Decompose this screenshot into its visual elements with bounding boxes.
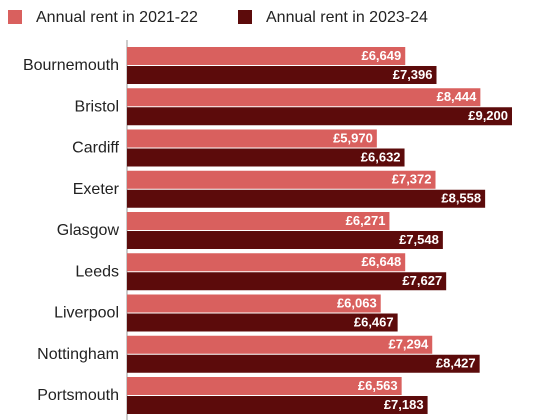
value-label: £5,970 [333, 130, 373, 145]
category-label: Bristol [75, 98, 119, 115]
value-label: £7,396 [393, 67, 433, 82]
value-label: £6,271 [346, 213, 386, 228]
category-label: Cardiff [72, 140, 119, 157]
bar [127, 396, 428, 414]
bar [127, 294, 381, 313]
value-label: £6,063 [337, 295, 377, 310]
bar [127, 129, 377, 148]
value-label: £7,372 [392, 172, 432, 187]
value-label: £7,627 [402, 273, 442, 288]
bar [127, 335, 433, 354]
category-label: Leeds [75, 263, 119, 280]
value-label: £6,563 [358, 378, 398, 393]
category-label: Bournemouth [23, 57, 119, 74]
bar [127, 170, 436, 189]
bar [127, 377, 402, 395]
bar [127, 66, 437, 84]
legend-label: Annual rent in 2021-22 [36, 9, 198, 26]
value-label: £6,467 [354, 314, 394, 329]
bar [127, 148, 405, 167]
value-label: £7,294 [388, 337, 429, 352]
category-label: Glasgow [57, 222, 120, 239]
bar [127, 107, 512, 126]
legend-swatch [8, 10, 22, 24]
value-label: £8,444 [437, 89, 478, 104]
value-label: £6,649 [361, 48, 401, 63]
bar [127, 272, 447, 291]
bar [127, 253, 406, 272]
value-label: £6,648 [361, 254, 401, 269]
legend-label: Annual rent in 2023-24 [266, 9, 428, 26]
category-label: Liverpool [54, 305, 119, 322]
bar [127, 354, 480, 373]
bar [127, 47, 406, 65]
value-label: £8,558 [441, 191, 481, 206]
legend-swatch [238, 10, 252, 24]
bar [127, 189, 486, 208]
bar [127, 212, 390, 230]
category-label: Exeter [73, 181, 120, 198]
value-label: £7,548 [399, 232, 439, 247]
bar [127, 313, 398, 332]
value-label: £8,427 [436, 356, 476, 371]
bar [127, 231, 443, 249]
value-label: £6,632 [361, 149, 401, 164]
category-label: Nottingham [37, 346, 119, 363]
category-label: Portsmouth [37, 387, 119, 404]
value-label: £7,183 [384, 397, 424, 412]
value-label: £9,200 [468, 108, 508, 123]
bar [127, 88, 481, 107]
